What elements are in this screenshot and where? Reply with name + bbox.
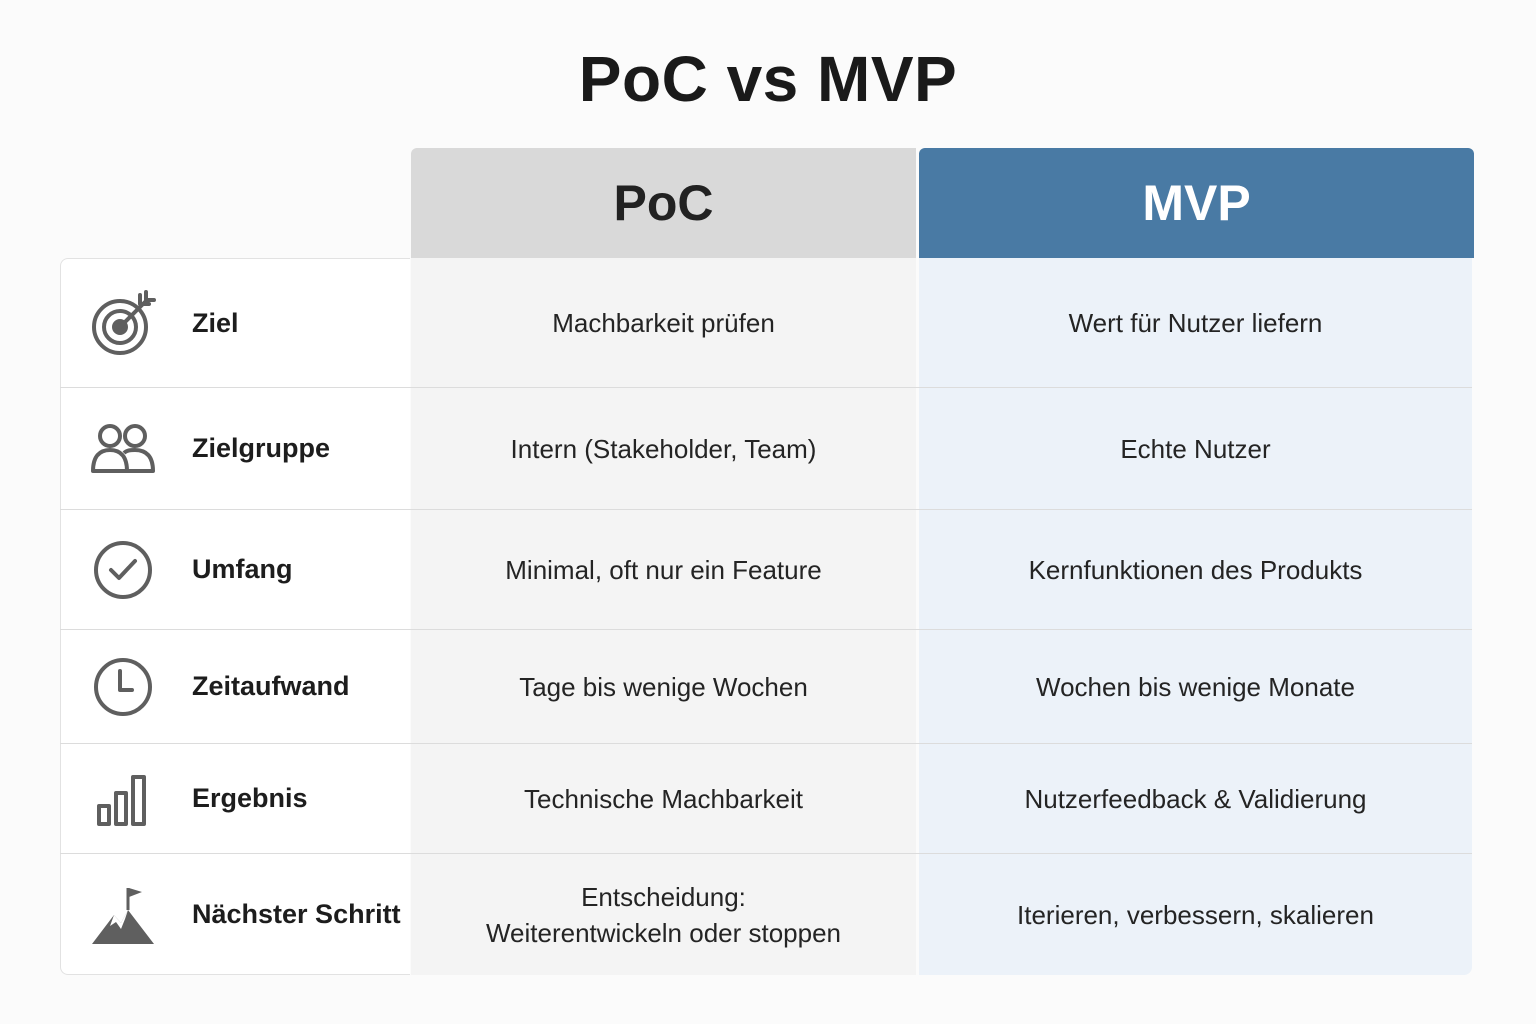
row-label: Ziel <box>192 307 239 338</box>
mvp-cell: Kernfunktionen des Produkts <box>1028 554 1363 585</box>
row-label-cell: Ergebnis <box>60 744 411 853</box>
column-header-mvp: MVP <box>919 148 1474 258</box>
row-label: Ergebnis <box>192 783 308 813</box>
row-label-cell: Zielgruppe <box>60 388 411 509</box>
users-icon <box>90 416 156 482</box>
poc-cell-line: Weiterentwickeln oder stoppen <box>485 917 842 948</box>
check-circle-icon <box>90 537 156 603</box>
row-label: Nächster Schritt <box>192 899 401 929</box>
mountain-flag-icon <box>90 882 156 948</box>
row-label-cell: Nächster Schritt <box>60 854 411 975</box>
poc-cell: Tage bis wenige Wochen <box>519 671 808 702</box>
poc-cell: Machbarkeit prüfen <box>552 308 775 338</box>
mvp-column <box>919 258 1472 975</box>
row-label-cell: Ziel <box>60 259 411 387</box>
label-column <box>60 258 410 975</box>
page-title: PoC vs MVP <box>578 43 958 115</box>
poc-cell: Entscheidung: Weiterentwickeln oder stop… <box>411 854 916 975</box>
row-label: Zeitaufwand <box>192 671 350 701</box>
row-label-cell: Umfang <box>60 510 411 629</box>
table-row: Nächster Schritt Entscheidung: Weiterent… <box>60 854 1472 975</box>
poc-cell: Technische Machbarkeit <box>524 783 803 814</box>
bar-chart-icon <box>90 766 156 832</box>
mvp-cell: Wochen bis wenige Monate <box>1036 671 1355 702</box>
mvp-cell: Nutzerfeedback & Validierung <box>1024 783 1367 814</box>
clock-icon <box>90 654 156 720</box>
poc-cell: Intern (Stakeholder, Team) <box>510 433 817 464</box>
poc-column <box>411 258 916 975</box>
row-label: Zielgruppe <box>192 433 331 463</box>
row-label: Umfang <box>192 554 293 584</box>
mvp-cell: Wert für Nutzer liefern <box>1068 308 1323 338</box>
table-row: Ergebnis Technische Machbarkeit Nutzerfe… <box>60 744 1472 854</box>
table-row: Ziel Machbarkeit prüfen Wert für Nutzer … <box>60 259 1472 388</box>
table-row: Zielgruppe Intern (Stakeholder, Team) Ec… <box>60 388 1472 510</box>
table-row: Zeitaufwand Tage bis wenige Wochen Woche… <box>60 630 1472 744</box>
target-icon <box>90 290 156 356</box>
table-row: Umfang Minimal, oft nur ein Feature Kern… <box>60 510 1472 630</box>
row-label-cell: Zeitaufwand <box>60 630 411 743</box>
poc-cell-line: Entscheidung: <box>581 881 746 912</box>
mvp-cell: Echte Nutzer <box>1120 433 1271 464</box>
mvp-cell: Iterieren, verbessern, skalieren <box>1017 899 1374 930</box>
poc-cell: Minimal, oft nur ein Feature <box>505 554 822 585</box>
column-header-poc: PoC <box>411 148 916 258</box>
